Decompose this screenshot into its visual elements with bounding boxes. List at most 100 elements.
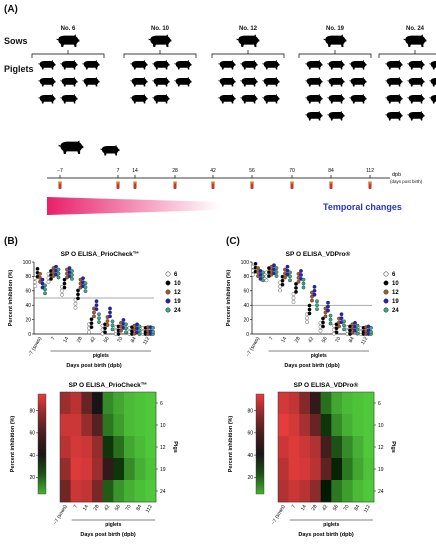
heatmap-cell [70, 480, 82, 503]
heatmap-cell [60, 392, 71, 415]
heatmap-cell [113, 458, 125, 481]
piglet-icon [429, 94, 436, 104]
piglet-icon [82, 60, 100, 70]
sows-label: Sows [4, 36, 28, 46]
chart-title: SP O ELISA_VDPro® [294, 381, 359, 389]
data-point [301, 281, 306, 286]
piglet-icon [152, 94, 170, 104]
heatmap-cell [342, 436, 353, 459]
colorbar-tick-label: 40 [29, 453, 35, 459]
heatmap-cell [320, 392, 332, 415]
data-point [339, 316, 344, 321]
legend-label: 19 [174, 299, 181, 305]
sow-number-label: No. 24 [405, 26, 424, 32]
piglet-icon [218, 77, 236, 87]
sow-icon [236, 34, 260, 47]
row-label: 10 [160, 423, 166, 429]
data-point [62, 281, 67, 286]
chart-title: SP O ELISA_VDPro® [286, 250, 351, 258]
piglet-icon [174, 60, 192, 70]
data-point [137, 328, 142, 333]
y-tick-label: 0 [246, 332, 249, 338]
x-tick-label: 70 [116, 336, 124, 344]
piglet-icon [152, 77, 170, 87]
data-point [105, 323, 110, 327]
heatmap-cell [288, 392, 300, 415]
data-point [305, 320, 309, 324]
data-point [291, 292, 296, 296]
data-point [310, 298, 314, 303]
data-point [110, 319, 115, 324]
heatmap-cell [92, 436, 103, 459]
data-point [60, 288, 64, 293]
heatmap-cell [124, 458, 135, 481]
heatmap-cell [320, 480, 332, 503]
heatmap-cell [102, 414, 114, 437]
data-point [285, 272, 290, 277]
data-point [124, 330, 128, 335]
heatmap-cell [299, 480, 311, 503]
heatmap-cell [278, 436, 289, 459]
data-point [105, 319, 110, 323]
colorbar-tick-label: 80 [247, 408, 253, 414]
y-axis-label: Percent inhibition (%) [226, 270, 232, 327]
data-point [253, 261, 258, 266]
data-point [35, 266, 40, 271]
data-point [70, 273, 74, 277]
sow-icon [323, 34, 347, 47]
data-point [355, 331, 360, 336]
piglet-icon [262, 77, 280, 87]
heatmap-cell [134, 392, 146, 415]
piglet-icon [349, 60, 367, 70]
temporal-gradient-bar [47, 197, 220, 215]
data-point [70, 269, 74, 273]
piglet-icon [385, 94, 403, 104]
data-point [97, 312, 101, 317]
legend-label: 12 [392, 290, 399, 296]
data-point [40, 277, 45, 282]
heatmap-cell [134, 480, 146, 503]
data-point [54, 264, 58, 269]
data-point [310, 290, 314, 295]
data-point [307, 307, 312, 312]
data-point [355, 327, 360, 332]
heatmap-cell [278, 392, 289, 415]
data-point [342, 323, 346, 328]
legend-marker [165, 289, 171, 295]
heatmap-cell [288, 436, 300, 459]
data-point [323, 306, 328, 311]
data-point [119, 328, 123, 333]
blood-tube-icon [329, 183, 333, 189]
x-tick-label: −7 (sows) [27, 336, 43, 358]
heatmap-cell [299, 414, 311, 437]
data-point [337, 324, 341, 329]
x-group-label: piglets [323, 522, 339, 528]
data-point [348, 324, 352, 329]
y-tick-label: 60 [25, 289, 31, 295]
data-point [278, 284, 282, 289]
blood-tube-icon [368, 183, 372, 189]
legend-marker [165, 298, 171, 304]
piglet-icon [240, 60, 258, 70]
data-point [135, 330, 139, 335]
piglet-icon [60, 94, 78, 104]
piglet-icon [60, 60, 78, 70]
heatmap-cell [81, 436, 93, 459]
x-axis-label: Days post birth (dpb) [298, 532, 353, 538]
data-point [342, 319, 346, 324]
pigs-axis-label: Pigs [390, 441, 396, 453]
heatmap-cell [145, 392, 157, 415]
data-point [151, 326, 155, 330]
heatmap-cell [363, 436, 375, 459]
row-label: 10 [378, 423, 384, 429]
legend-marker [165, 271, 171, 277]
data-point [40, 285, 45, 290]
heatmap-cell [145, 436, 157, 459]
data-point [92, 310, 96, 315]
data-point [264, 278, 269, 283]
x-tick-label: 42 [321, 504, 329, 512]
data-point [272, 263, 276, 268]
data-point [296, 279, 301, 284]
piglet-icon [407, 60, 425, 70]
legend-marker [165, 307, 171, 313]
